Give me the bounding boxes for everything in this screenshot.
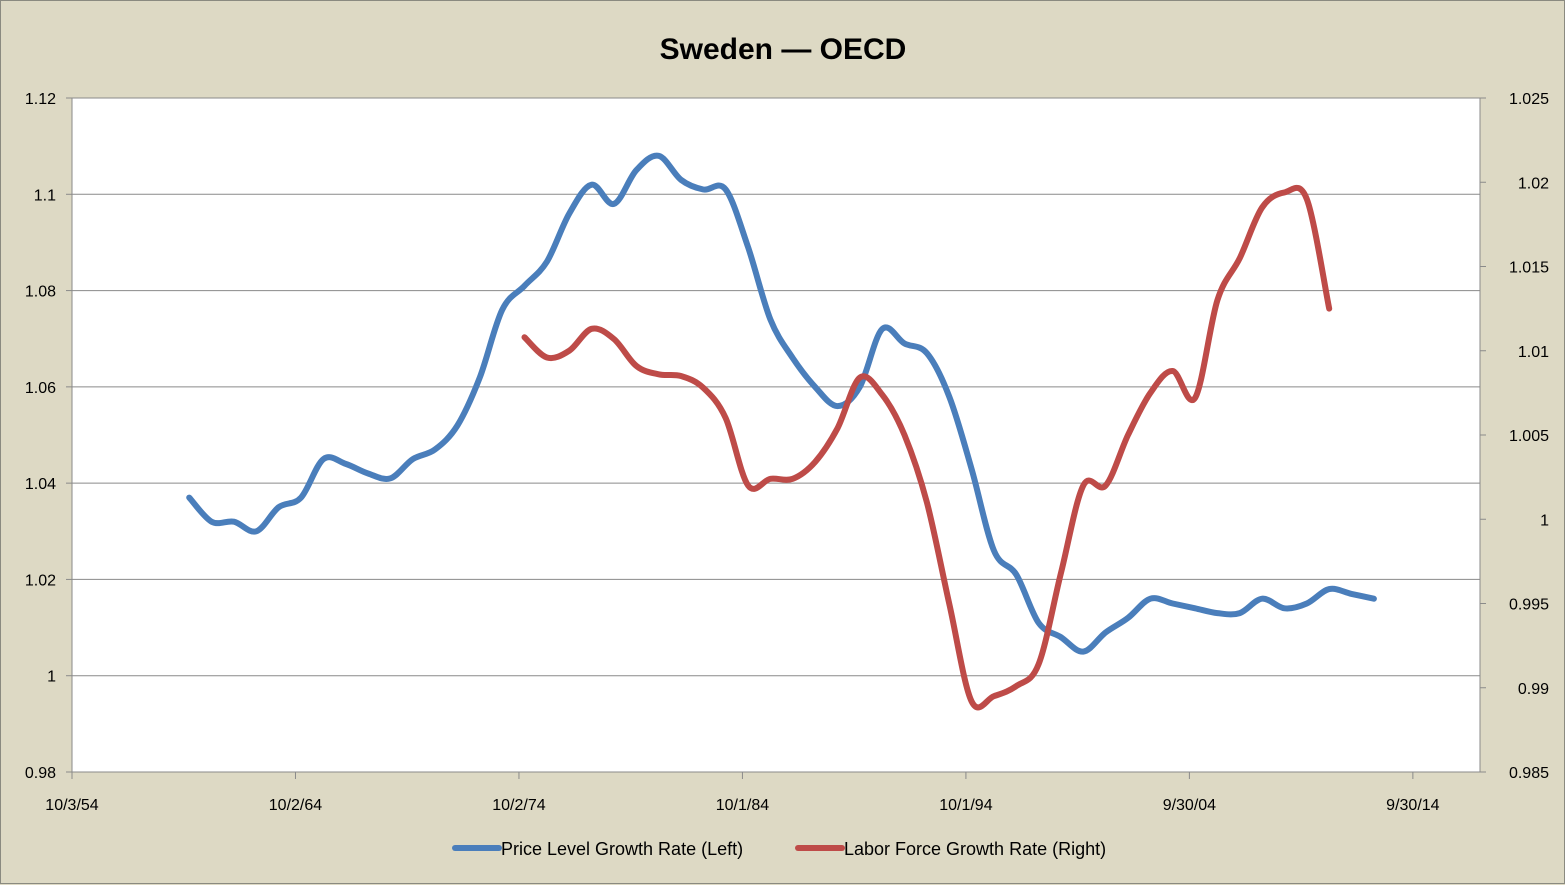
legend-label: Labor Force Growth Rate (Right) bbox=[844, 839, 1106, 859]
axes: 0.98 1 1.02 1.04 1.06 1.08 1.1 1.12 0.985 0.99 0.9… bbox=[25, 91, 1549, 814]
x-tick-label: 10/2/64 bbox=[269, 797, 322, 814]
x-tick-label: 10/1/94 bbox=[939, 797, 992, 814]
labor-force-growth-line bbox=[521, 184, 1333, 711]
x-tick-label: 9/30/14 bbox=[1386, 797, 1439, 814]
legend-label: Price Level Growth Rate (Left) bbox=[501, 839, 743, 859]
y-left-tick-label: 1 bbox=[47, 669, 56, 686]
y-left-tick-label: 1.06 bbox=[25, 380, 56, 397]
y-left-tick-label: 1.04 bbox=[25, 476, 56, 493]
x-tick-label: 10/3/54 bbox=[45, 797, 98, 814]
y-right-tick-label: 1.01 bbox=[1518, 344, 1549, 361]
series-lines bbox=[186, 152, 1377, 711]
x-tick-label: 10/1/84 bbox=[716, 797, 769, 814]
y-right-tick-label: 1.02 bbox=[1518, 175, 1549, 192]
y-right-tick-label: 1.015 bbox=[1509, 260, 1549, 277]
chart-title: Sweden — OECD bbox=[660, 33, 907, 66]
x-tick-label: 10/2/74 bbox=[492, 797, 545, 814]
plot-area bbox=[71, 97, 1481, 773]
x-tick-label: 9/30/04 bbox=[1163, 797, 1216, 814]
y-right-tick-label: 0.99 bbox=[1518, 681, 1549, 698]
legend: Price Level Growth Rate (Left) Labor Forc… bbox=[452, 839, 1106, 859]
price-level-growth-line bbox=[186, 152, 1377, 655]
y-left-tick-label: 1.08 bbox=[25, 284, 56, 301]
y-left-tick-label: 1.02 bbox=[25, 572, 56, 589]
y-right-tick-label: 0.985 bbox=[1509, 765, 1549, 782]
gridlines bbox=[72, 97, 1480, 773]
y-left-tick-label: 1.12 bbox=[25, 91, 56, 108]
y-left-tick-label: 0.98 bbox=[25, 765, 56, 782]
y-right-tick-label: 1.025 bbox=[1509, 91, 1549, 108]
y-left-tick-label: 1.1 bbox=[34, 187, 56, 204]
y-right-tick-label: 0.995 bbox=[1509, 597, 1549, 614]
y-right-tick-label: 1 bbox=[1540, 512, 1549, 529]
y-right-tick-label: 1.005 bbox=[1509, 428, 1549, 445]
